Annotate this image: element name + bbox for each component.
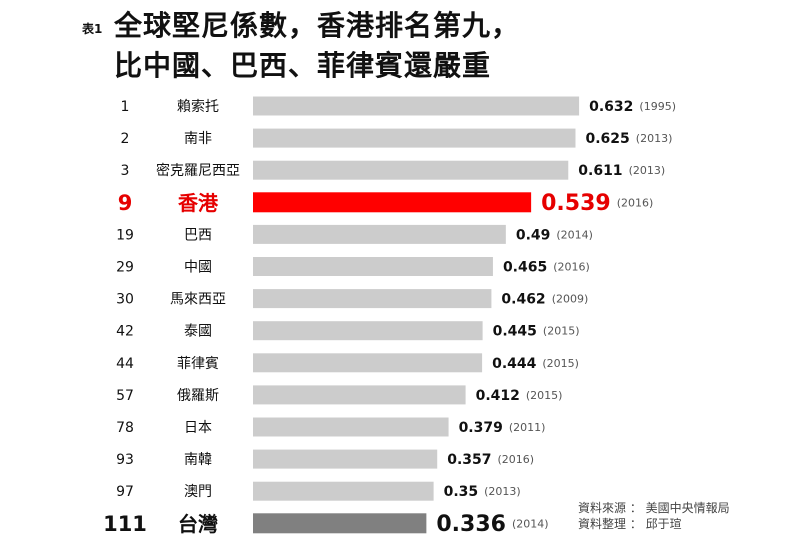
- value-label: 0.611: [578, 163, 622, 179]
- year-label: (2016): [553, 261, 590, 274]
- rank-label: 30: [116, 292, 134, 308]
- rank-label: 19: [116, 227, 134, 243]
- rank-label: 44: [116, 356, 134, 372]
- country-label: 澳門: [184, 484, 212, 500]
- year-label: (2014): [512, 517, 549, 530]
- year-label: (2013): [629, 164, 666, 177]
- compiler-line: 資料整理 ： 邱于瑄: [578, 517, 682, 531]
- rank-label: 29: [116, 260, 134, 276]
- rank-label: 9: [118, 191, 133, 215]
- country-label: 密克羅尼西亞: [156, 162, 240, 179]
- country-label: 菲律賓: [177, 355, 219, 372]
- rank-label: 111: [103, 512, 147, 536]
- bar: [253, 513, 427, 534]
- title-line-1: 全球堅尼係數，香港排名第九，: [114, 9, 521, 42]
- country-label: 俄羅斯: [177, 388, 219, 404]
- country-label: 馬來西亞: [170, 292, 226, 308]
- rank-label: 97: [116, 484, 134, 500]
- country-label: 巴西: [184, 227, 212, 243]
- year-label: (2013): [636, 132, 673, 145]
- bar: [253, 417, 449, 437]
- bar: [253, 481, 434, 501]
- bar: [253, 289, 492, 309]
- value-label: 0.445: [493, 324, 537, 340]
- country-label: 香港: [178, 191, 219, 215]
- country-label: 賴索托: [177, 98, 219, 115]
- country-label: 泰國: [184, 324, 212, 340]
- table-number: 表1: [82, 22, 103, 36]
- country-label: 日本: [184, 420, 212, 436]
- value-label: 0.412: [476, 388, 520, 404]
- rank-label: 78: [116, 420, 134, 436]
- country-label: 中國: [184, 260, 212, 276]
- year-label: (2015): [543, 325, 580, 338]
- bar: [253, 449, 438, 469]
- bar: [253, 128, 576, 148]
- value-label: 0.539: [541, 191, 611, 216]
- value-label: 0.625: [586, 131, 630, 147]
- year-label: (2011): [509, 421, 546, 434]
- value-label: 0.632: [589, 99, 633, 115]
- bar: [253, 96, 580, 116]
- year-label: (1995): [639, 100, 676, 113]
- country-label: 南非: [184, 131, 212, 147]
- value-label: 0.379: [459, 420, 503, 436]
- value-label: 0.35: [444, 484, 479, 500]
- year-label: (2015): [542, 357, 579, 370]
- year-label: (2014): [556, 228, 593, 241]
- bar: [253, 257, 493, 276]
- value-label: 0.462: [501, 292, 545, 308]
- bar: [253, 192, 532, 213]
- rank-label: 3: [121, 163, 130, 179]
- year-label: (2013): [484, 485, 521, 498]
- year-label: (2016): [617, 196, 654, 209]
- bar: [253, 224, 506, 244]
- year-label: (2009): [552, 293, 589, 306]
- bar: [253, 160, 569, 180]
- year-label: (2015): [526, 389, 563, 402]
- rank-label: 42: [116, 324, 134, 340]
- value-label: 0.357: [447, 452, 491, 468]
- chart-title: 全球堅尼係數，香港排名第九， 比中國、巴西、菲律賓還嚴重: [114, 6, 520, 86]
- title-line-2: 比中國、巴西、菲律賓還嚴重: [114, 49, 492, 82]
- country-label: 南韓: [184, 452, 212, 468]
- value-label: 0.336: [436, 512, 506, 537]
- bar: [253, 353, 483, 373]
- value-label: 0.49: [516, 227, 551, 243]
- rank-label: 2: [121, 131, 130, 147]
- value-label: 0.444: [492, 356, 537, 372]
- year-label: (2016): [498, 453, 535, 466]
- rank-label: 57: [116, 388, 134, 404]
- bar: [253, 385, 466, 405]
- rank-label: 1: [121, 99, 130, 115]
- bar: [253, 321, 483, 341]
- source-line: 資料來源 ： 美國中央情報局: [578, 501, 730, 515]
- rank-label: 93: [116, 452, 134, 468]
- source-note: 資料來源 ： 美國中央情報局 資料整理 ： 邱于瑄: [578, 500, 730, 532]
- value-label: 0.465: [503, 260, 547, 276]
- country-label: 台灣: [178, 512, 218, 536]
